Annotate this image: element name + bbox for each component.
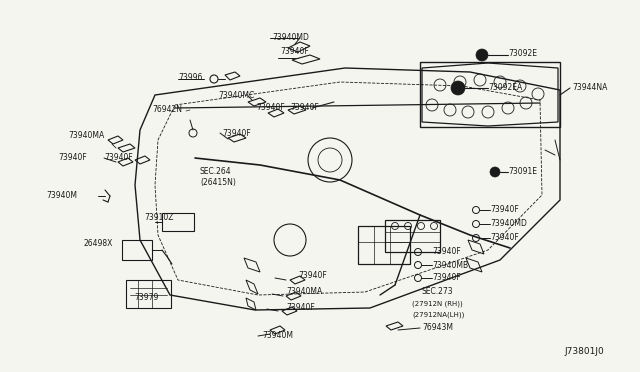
Text: 73996: 73996	[178, 74, 202, 83]
Text: 73940F: 73940F	[432, 273, 461, 282]
Text: 73092EA: 73092EA	[488, 83, 522, 93]
Bar	[162, 213, 194, 231]
Circle shape	[476, 49, 488, 61]
Text: (26415N): (26415N)	[200, 179, 236, 187]
Bar	[358, 226, 410, 264]
Text: SEC.273: SEC.273	[422, 286, 454, 295]
Text: 73940F: 73940F	[432, 247, 461, 257]
Text: 73940MC: 73940MC	[218, 92, 254, 100]
Bar	[122, 240, 152, 260]
Text: 73940MD: 73940MD	[272, 33, 309, 42]
Text: 73940F: 73940F	[104, 154, 132, 163]
Bar	[420, 62, 560, 127]
Text: 73940F: 73940F	[490, 205, 519, 215]
Circle shape	[490, 167, 500, 177]
Text: 73910Z: 73910Z	[144, 214, 173, 222]
Text: 73940F: 73940F	[290, 103, 319, 112]
Text: 26498X: 26498X	[84, 240, 113, 248]
Text: 73940MB: 73940MB	[432, 260, 468, 269]
Text: 76943M: 76943M	[422, 324, 453, 333]
Text: 73940MA: 73940MA	[286, 288, 323, 296]
Text: (27912NA(LH)): (27912NA(LH))	[412, 312, 465, 318]
Text: 73092E: 73092E	[508, 49, 537, 58]
Text: (27912N (RH)): (27912N (RH))	[412, 301, 463, 307]
Text: 73940MD: 73940MD	[490, 219, 527, 228]
Text: 73940F: 73940F	[490, 234, 519, 243]
Bar	[126, 280, 171, 308]
Text: SEC.264: SEC.264	[200, 167, 232, 176]
Text: 73940F: 73940F	[222, 128, 251, 138]
Text: 73940M: 73940M	[46, 192, 77, 201]
Text: 73940F: 73940F	[58, 154, 87, 163]
Text: 73944NA: 73944NA	[572, 83, 607, 93]
Text: J73801J0: J73801J0	[564, 347, 604, 356]
Text: 73940M: 73940M	[262, 331, 293, 340]
Text: 76942N: 76942N	[152, 106, 182, 115]
Text: 73940MA: 73940MA	[68, 131, 104, 141]
Text: 73940F: 73940F	[280, 48, 308, 57]
Circle shape	[451, 81, 465, 95]
Bar	[385, 220, 440, 252]
Text: 73940F: 73940F	[286, 304, 315, 312]
Text: 73940F: 73940F	[256, 103, 285, 112]
Text: 73091E: 73091E	[508, 167, 537, 176]
Text: 73940F: 73940F	[298, 272, 327, 280]
Text: 73979: 73979	[134, 294, 158, 302]
